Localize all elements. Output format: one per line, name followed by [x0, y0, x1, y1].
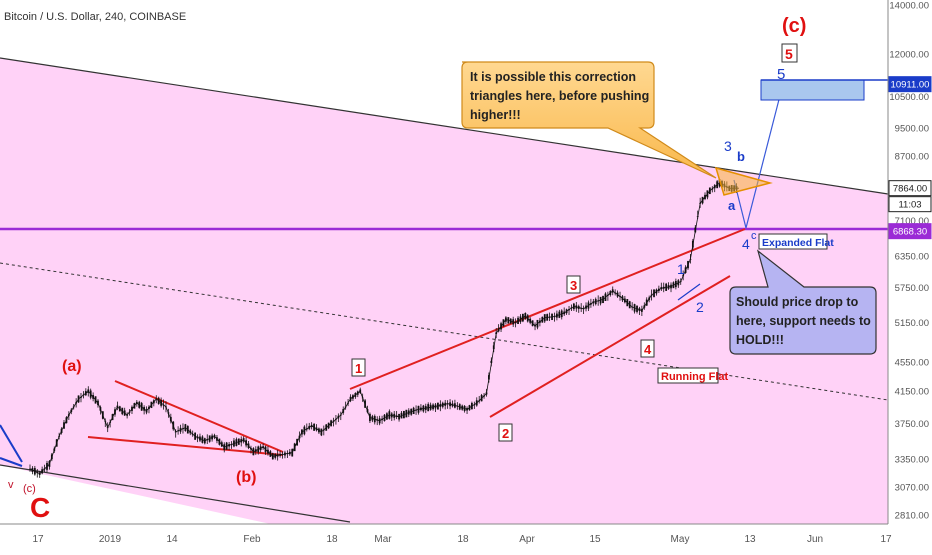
price-tick-label: 10500.00 [889, 92, 929, 103]
wave-label-red-1: 1 [355, 361, 362, 376]
callout-triangle-text-line2: triangles here, before pushing [470, 89, 649, 103]
price-tick-label: 12000.00 [889, 49, 929, 60]
wave-label-blue-4: 4 [742, 236, 750, 252]
trendline-b-lower [87, 436, 284, 456]
price-tick-label: 9500.00 [895, 124, 929, 135]
price-tick-label: 5150.00 [895, 318, 929, 329]
blue-wave-left [0, 424, 23, 463]
wave-label-red-4: 4 [644, 342, 652, 357]
price-tag-label: 10911.00 [891, 80, 930, 91]
wave-label-c-big: C [30, 492, 50, 523]
callout-support: Should price drop to here, support needs… [729, 249, 877, 355]
wave-label-c-small: (c) [23, 483, 36, 495]
time-tick-label: 18 [326, 534, 338, 545]
chart-title: Bitcoin / U.S. Dollar, 240, COINBASE [4, 11, 187, 23]
wave-label-b: (b) [236, 469, 256, 486]
running-flat-label: Running Flat [661, 371, 729, 383]
callout-triangle: It is possible this correction triangles… [461, 61, 717, 179]
expanded-flat-box [758, 233, 828, 250]
price-tick-label: 7100.00 [895, 216, 929, 227]
time-tick-label: 14 [166, 534, 178, 545]
running-flat-box [657, 367, 719, 384]
wave-box-2 [498, 423, 513, 442]
wave-label-red-3: 3 [570, 278, 577, 293]
time-tick-label: Jun [807, 534, 823, 545]
wave-labels: v (c) C (a) (b) 1 2 3 4 Running Flat 1 2… [8, 15, 834, 523]
callout-triangle-text-line3: higher!!! [470, 108, 521, 122]
expanded-flat-label: Expanded Flat [762, 237, 834, 249]
time-tick-label: Mar [374, 534, 392, 545]
blue-sub-wave-1 [677, 283, 701, 301]
wave-label-a-small: a [728, 198, 736, 213]
time-tick-label: Apr [519, 534, 535, 545]
price-tick-label: 8700.00 [895, 152, 929, 163]
callout-support-text-line2: here, support needs to [736, 314, 871, 328]
wave-label-big-c: (c) [782, 15, 806, 37]
price-tags: 10911.00 7864.00 11:03 6868.30 [888, 76, 932, 240]
time-tick-label: 2019 [99, 534, 122, 545]
time-tick-label: 13 [744, 534, 756, 545]
triangle-pattern [714, 166, 773, 196]
callout-support-text-line1: Should price drop to [736, 295, 859, 309]
callout-triangle-text-line1: It is possible this correction [470, 70, 636, 84]
time-tick-label: 15 [589, 534, 601, 545]
price-tag-box [888, 196, 932, 213]
price-tick-label: 6350.00 [895, 252, 929, 263]
price-line [29, 182, 740, 475]
price-tag-box [888, 180, 932, 197]
time-tick-label: Feb [243, 534, 261, 545]
wave-label-blue-1: 1 [677, 261, 685, 277]
price-tick-label: 4550.00 [895, 357, 929, 368]
channel-upper-line [0, 57, 889, 195]
trendline-b-upper [114, 380, 284, 453]
wave-label-blue-2: 2 [696, 299, 704, 315]
price-tick-label: 5750.00 [895, 283, 929, 294]
price-tag-label: 11:03 [898, 200, 921, 211]
wave-label-v: v [8, 479, 14, 491]
time-tick-label: 17 [880, 534, 892, 545]
time-tick-label: 18 [457, 534, 469, 545]
target-box [760, 79, 865, 101]
wave-label-red-5: 5 [785, 46, 793, 62]
price-tick-label: 3350.00 [895, 455, 929, 466]
channel-lower-line [0, 464, 351, 523]
blue-wave-left-2 [0, 457, 23, 467]
wave-label-a: (a) [62, 358, 82, 375]
wave-label-blue-5: 5 [777, 66, 785, 83]
wave-box-5 [781, 43, 798, 63]
time-tick-label: May [671, 534, 690, 545]
wave-label-red-2: 2 [502, 426, 509, 441]
price-candles [29, 179, 740, 478]
time-axis[interactable]: 17 2019 14 Feb 18 Mar 18 Apr 15 May 13 Jun 17 [0, 523, 932, 550]
price-tag-label: 6868.30 [893, 227, 927, 238]
price-tag-label: 7864.00 [893, 184, 927, 195]
price-tick-label: 14000.00 [889, 1, 929, 12]
wave-box-3 [566, 275, 581, 294]
price-tag-box [888, 223, 932, 240]
price-tick-label: 4150.00 [895, 387, 929, 398]
trendline-wedge-upper [349, 228, 746, 390]
wave-label-b-small: b [737, 149, 745, 164]
price-tick-label: 3070.00 [895, 482, 929, 493]
price-tick-label: 3750.00 [895, 419, 929, 430]
price-tick-label: 2810.00 [895, 511, 929, 522]
trendline-wedge-lower [489, 275, 731, 418]
callout-support-text-line3: HOLD!!! [736, 333, 784, 347]
wave-label-c-blue: c [751, 230, 757, 242]
projected-path [733, 79, 785, 229]
wave-box-4 [640, 339, 655, 358]
wave-label-blue-3: 3 [724, 138, 732, 154]
time-tick-label: 17 [32, 534, 44, 545]
wave-box-1 [351, 358, 366, 377]
price-tag-box [888, 76, 932, 93]
